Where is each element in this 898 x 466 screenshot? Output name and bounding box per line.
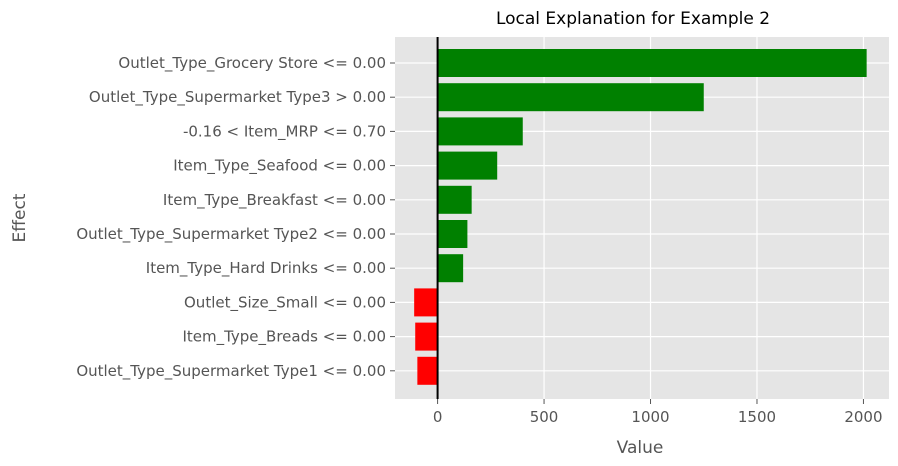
bar <box>417 356 438 385</box>
y-axis-label: Effect <box>10 193 30 242</box>
y-tick-label: -0.16 < Item_MRP <= 0.70 <box>183 122 386 141</box>
bar <box>414 288 438 317</box>
y-tick-label: Outlet_Type_Supermarket Type1 <= 0.00 <box>76 362 386 381</box>
y-tick-label: Outlet_Type_Supermarket Type3 > 0.00 <box>89 88 386 107</box>
y-tick-label: Item_Type_Breads <= 0.00 <box>182 328 386 347</box>
bar <box>437 254 464 283</box>
x-axis-label: Value <box>617 438 664 458</box>
y-tick-label: Item_Type_Breakfast <= 0.00 <box>163 191 386 210</box>
y-tick-labels: Outlet_Type_Grocery Store <= 0.00 Outlet_… <box>76 54 395 381</box>
bar <box>437 49 867 77</box>
chart-title: Local Explanation for Example 2 <box>496 9 770 29</box>
bar <box>437 220 468 248</box>
x-tick-labels: 0 500 1000 1500 2000 <box>433 399 883 426</box>
bar <box>437 83 704 112</box>
y-tick-label: Outlet_Size_Small <= 0.00 <box>184 293 386 312</box>
bar <box>437 151 498 180</box>
x-tick-label: 1500 <box>738 408 776 426</box>
bar <box>437 185 472 214</box>
y-tick-label: Item_Type_Seafood <= 0.00 <box>173 157 386 176</box>
y-tick-label: Outlet_Type_Supermarket Type2 <= 0.00 <box>76 225 386 244</box>
x-tick-label: 1000 <box>631 408 669 426</box>
bar <box>437 117 523 146</box>
y-tick-label: Outlet_Type_Grocery Store <= 0.00 <box>118 54 386 73</box>
y-tick-label: Item_Type_Hard Drinks <= 0.00 <box>146 259 386 278</box>
x-tick-label: 500 <box>530 408 559 426</box>
bars <box>414 49 867 385</box>
x-tick-label: 0 <box>433 408 443 426</box>
bar <box>415 322 438 351</box>
x-tick-label: 2000 <box>844 408 882 426</box>
